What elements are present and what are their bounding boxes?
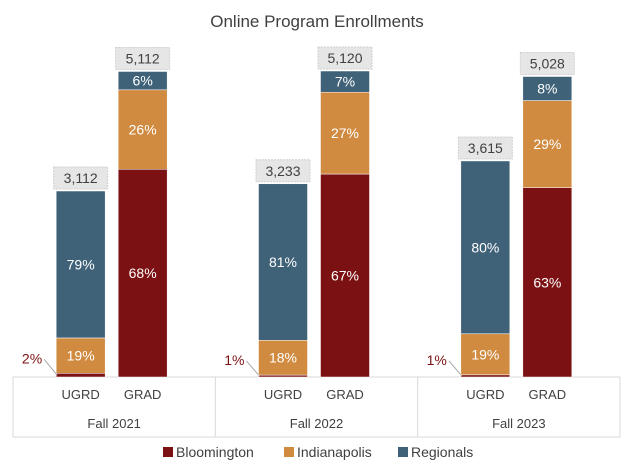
segment-label-bloomington: 1% [224, 352, 244, 368]
bar-segment-regionals [522, 76, 573, 101]
category-label-ugrd: UGRD [264, 387, 302, 402]
total-label-box [255, 159, 311, 183]
bar-segment-indianapolis [522, 100, 573, 188]
group-label-fall-2022: Fall 2022 [290, 416, 343, 431]
bar-segment-bloomington [55, 373, 106, 378]
bars-layer: 2% 19% 79% 3,112 68% 26% 6% 5,112 1% 18% 81% 3,233 6… [22, 46, 575, 378]
bar-segment-bloomington [320, 173, 370, 378]
segment-label-regionals: 7% [335, 74, 355, 90]
total-label: 5,120 [327, 50, 362, 66]
bar-segment-regionals [117, 71, 168, 91]
legend-item-indianapolis: Indianapolis [284, 444, 372, 460]
total-label-box [519, 51, 575, 75]
bar-segment-indianapolis [460, 333, 511, 376]
group-label-fall-2021: Fall 2021 [87, 416, 140, 431]
category-label-ugrd: UGRD [62, 387, 100, 402]
bar-segment-regionals [320, 70, 370, 93]
bar-fall-2021-ugrd: 2% 19% 79% 3,112 [22, 166, 109, 378]
total-label: 3,615 [468, 140, 503, 156]
bar-segment-bloomington [522, 187, 573, 378]
segment-label-bloomington: 63% [533, 274, 561, 290]
bar-segment-regionals [460, 160, 511, 335]
segment-label-regionals: 81% [269, 254, 297, 270]
segment-label-regionals: 80% [471, 239, 499, 255]
segment-label-indianapolis: 19% [67, 348, 95, 364]
segment-label-bloomington: 1% [427, 352, 447, 368]
legend: Bloomington Indianapolis Regionals [163, 444, 473, 460]
group-label-fall-2023: Fall 2023 [492, 416, 545, 431]
bar-segment-regionals [55, 190, 106, 339]
category-label-ugrd: UGRD [466, 387, 504, 402]
segment-label-regionals: 8% [537, 81, 557, 97]
segment-label-regionals: 6% [133, 73, 153, 89]
segment-label-indianapolis: 19% [471, 346, 499, 362]
segment-label-indianapolis: 26% [129, 122, 157, 138]
segment-label-bloomington: 68% [129, 265, 157, 281]
category-axis: Fall 2021 UGRD GRAD Fall 2022 UGRD GRAD Fall 2… [12, 376, 621, 438]
legend-swatch [163, 447, 173, 457]
segment-label-bloomington: 67% [331, 268, 359, 284]
chart-title: Online Program Enrollments [210, 12, 424, 31]
leader-line [448, 360, 463, 377]
segment-label-bloomington: 2% [22, 350, 42, 366]
bar-segment-indianapolis [320, 91, 370, 175]
legend-label: Bloomington [176, 444, 254, 460]
segment-label-indianapolis: 18% [269, 350, 297, 366]
legend-label: Indianapolis [297, 444, 372, 460]
bar-fall-2023-ugrd: 1% 19% 80% 3,615 [427, 136, 513, 378]
legend-swatch [398, 447, 408, 457]
total-label-box [115, 46, 171, 70]
legend-item-regionals: Regionals [398, 444, 473, 460]
legend-label: Regionals [411, 444, 473, 460]
bar-segment-bloomington [117, 168, 168, 378]
bar-segment-bloomington [258, 374, 308, 378]
category-label-grad: GRAD [529, 387, 567, 402]
leader-line [246, 360, 260, 377]
total-label-box [457, 136, 513, 160]
segment-label-indianapolis: 29% [533, 136, 561, 152]
total-label: 3,233 [265, 163, 300, 179]
category-label-grad: GRAD [326, 387, 364, 402]
bar-fall-2023-grad: 63% 29% 8% 5,028 [519, 51, 575, 378]
bar-fall-2022-grad: 67% 27% 7% 5,120 [317, 46, 373, 378]
legend-item-bloomington: Bloomington [163, 444, 254, 460]
total-label: 5,112 [126, 50, 160, 66]
bar-fall-2021-grad: 68% 26% 6% 5,112 [115, 46, 171, 378]
bar-segment-indianapolis [55, 337, 106, 374]
total-label-box [317, 46, 373, 70]
category-label-grad: GRAD [124, 387, 162, 402]
total-label: 5,028 [530, 55, 565, 71]
bar-segment-indianapolis [258, 340, 308, 376]
bar-segment-indianapolis [117, 89, 168, 170]
legend-swatch [284, 447, 294, 457]
bar-segment-regionals [258, 183, 308, 341]
total-label: 3,112 [64, 170, 98, 186]
leader-line [43, 358, 58, 376]
bar-segment-bloomington [460, 374, 511, 378]
segment-label-indianapolis: 27% [331, 125, 359, 141]
total-label-box [53, 166, 109, 190]
bar-fall-2022-ugrd: 1% 18% 81% 3,233 [224, 159, 311, 378]
segment-label-regionals: 79% [67, 256, 95, 272]
